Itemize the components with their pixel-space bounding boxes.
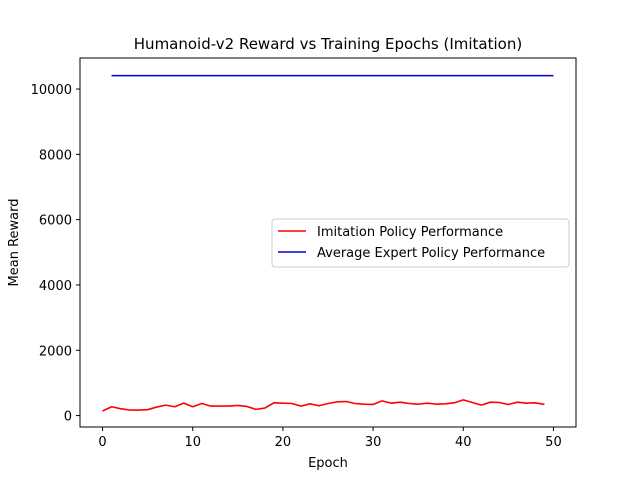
y-axis-label: Mean Reward xyxy=(7,199,22,287)
x-tick-label: 0 xyxy=(98,435,106,450)
legend: Imitation Policy Performance Average Expe… xyxy=(271,218,570,268)
legend-label: Imitation Policy Performance xyxy=(317,225,503,240)
y-tick-label: 2000 xyxy=(39,344,72,359)
plot-frame xyxy=(79,57,577,428)
y-tick-label: 10000 xyxy=(31,83,72,98)
y-tick-label: 4000 xyxy=(39,279,72,294)
series-line-1 xyxy=(102,399,545,412)
x-tick-label: 30 xyxy=(365,435,382,450)
x-tick-label: 20 xyxy=(275,435,292,450)
legend-label: Average Expert Policy Performance xyxy=(317,246,545,261)
chart-title: Humanoid-v2 Reward vs Training Epochs (I… xyxy=(134,35,522,53)
x-tick-label: 40 xyxy=(455,435,472,450)
plot-area xyxy=(102,74,554,412)
x-axis-label: Epoch xyxy=(308,456,348,471)
x-tick-label: 50 xyxy=(545,435,562,450)
x-tick-label: 10 xyxy=(184,435,201,450)
y-tick-label: 8000 xyxy=(39,148,72,163)
legend-box xyxy=(271,218,570,268)
x-axis: 0 10 20 30 40 50 xyxy=(98,427,562,450)
y-tick-label: 6000 xyxy=(39,214,72,229)
y-axis: 0 2000 4000 6000 8000 10000 xyxy=(31,83,80,425)
y-tick-label: 0 xyxy=(64,410,72,425)
